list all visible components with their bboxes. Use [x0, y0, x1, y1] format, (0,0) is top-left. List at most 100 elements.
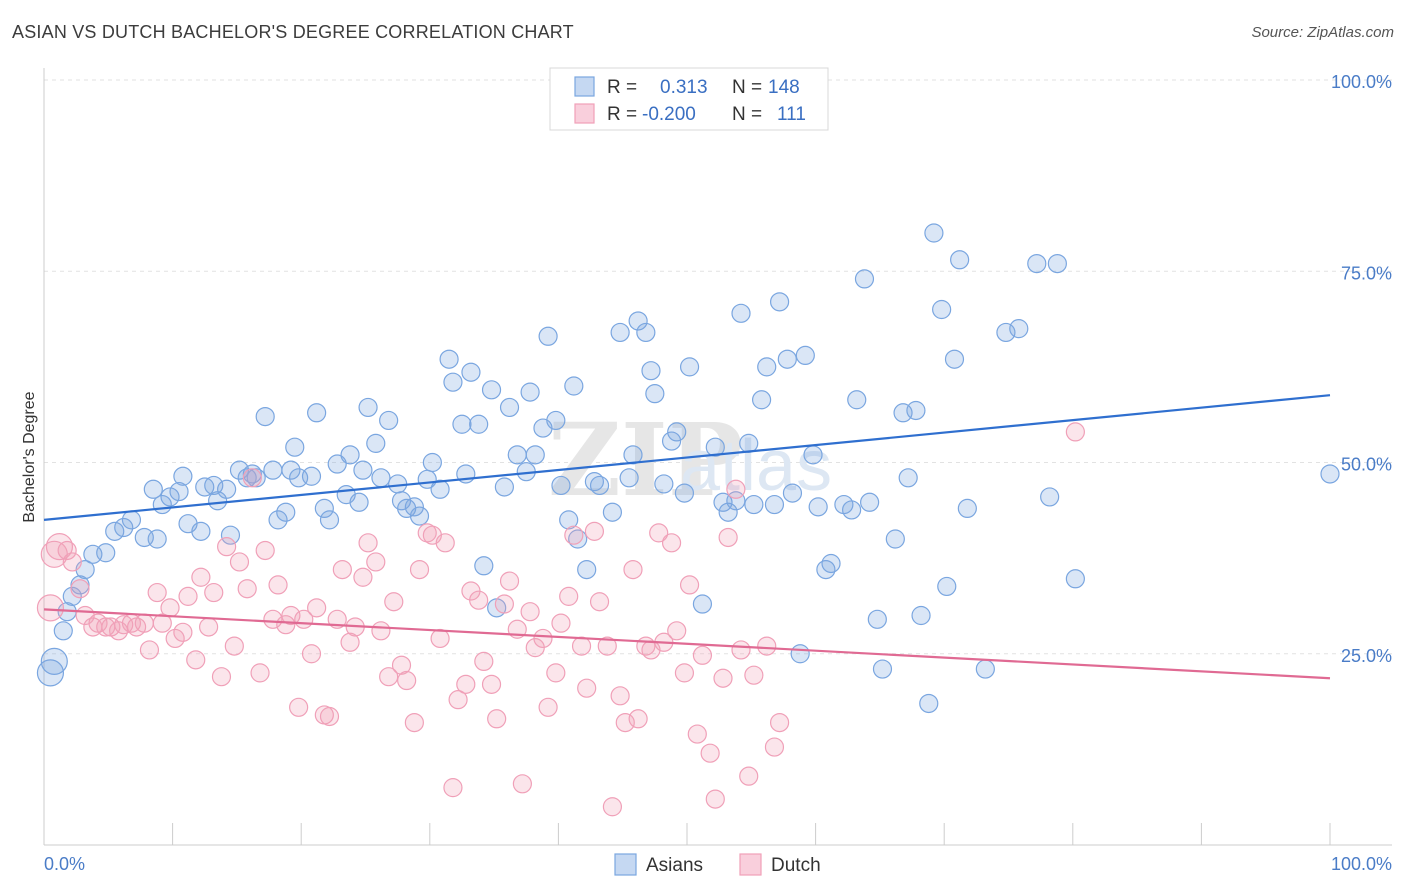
point-asians-136	[996, 322, 1016, 343]
point-asians-18	[173, 466, 193, 486]
point-asians-65	[481, 380, 502, 400]
point-dutch-46	[332, 559, 352, 580]
point-dutch-44	[319, 706, 340, 727]
point-asians-4	[62, 586, 82, 606]
point-asians-115	[821, 553, 841, 574]
point-asians-141	[1065, 569, 1085, 589]
point-asians-13	[147, 529, 167, 549]
point-asians-87	[628, 311, 648, 331]
point-dutch-30	[229, 552, 250, 572]
x-tick-labels: 0.0% 100.0%	[44, 854, 1392, 874]
point-asians-102	[739, 433, 759, 453]
trend-line-dutch	[43, 608, 1331, 680]
point-dutch-24	[191, 567, 211, 587]
point-dutch-38	[281, 605, 301, 626]
watermark: ZIP atlas	[548, 401, 832, 519]
point-asians-43	[340, 445, 360, 465]
point-asians-8	[96, 543, 116, 563]
point-asians-133	[950, 250, 970, 270]
point-asians-84	[610, 322, 630, 343]
point-asians-120	[860, 492, 880, 512]
point-dutch-110	[744, 665, 764, 685]
point-asians-31	[263, 460, 283, 480]
point-dutch-64	[448, 690, 468, 710]
point-dutch-95	[649, 523, 669, 543]
point-asians-68	[499, 397, 520, 418]
point-dutch-79	[546, 663, 566, 683]
point-dutch-25	[199, 617, 219, 637]
point-asians-112	[803, 445, 823, 465]
point-asians-114	[816, 559, 836, 580]
point-asians-59	[443, 372, 463, 392]
legend-r-value-dutch: -0.200	[642, 104, 696, 125]
point-dutch-77	[533, 628, 553, 649]
point-asians-49	[379, 410, 399, 431]
point-asians-110	[790, 644, 810, 664]
point-dutch-39	[289, 697, 309, 717]
point-dutch-5	[70, 579, 90, 599]
point-asians-103	[744, 494, 764, 515]
point-dutch-69	[481, 674, 502, 694]
point-dutch-105	[713, 668, 733, 688]
point-dutch-35	[263, 609, 283, 629]
point-dutch-102	[692, 645, 713, 665]
point-asians-62	[461, 362, 481, 382]
point-asians-0	[36, 659, 65, 687]
legend-r-label-asians: R =	[607, 77, 637, 98]
point-asians-16	[160, 487, 180, 507]
point-asians-85	[619, 468, 639, 488]
point-dutch-16	[139, 640, 160, 660]
correlation-legend: R = 0.313 N = 148 R = -0.200 N = 111	[549, 67, 829, 131]
point-dutch-21	[173, 622, 193, 642]
point-dutch-3	[57, 540, 77, 561]
point-asians-22	[204, 475, 224, 496]
point-asians-121	[867, 609, 887, 629]
point-dutch-85	[584, 521, 605, 541]
point-dutch-54	[384, 592, 404, 612]
point-dutch-82	[564, 525, 584, 545]
point-dutch-88	[602, 797, 623, 817]
point-asians-140	[1047, 254, 1067, 274]
point-dutch-63	[443, 778, 463, 798]
point-dutch-52	[371, 621, 391, 641]
point-dutch-61	[430, 628, 450, 649]
point-asians-119	[854, 269, 875, 289]
point-asians-54	[409, 506, 430, 526]
point-dutch-15	[134, 613, 154, 633]
point-dutch-58	[409, 559, 430, 580]
point-asians-24	[217, 479, 237, 499]
point-dutch-113	[769, 712, 790, 733]
point-asians-139	[1040, 487, 1060, 507]
point-dutch-89	[610, 686, 630, 706]
point-asians-123	[885, 529, 905, 549]
series-legend-swatch-asians	[614, 853, 637, 876]
point-asians-71	[520, 382, 540, 402]
point-asians-106	[764, 494, 785, 515]
point-dutch-37	[276, 615, 296, 635]
point-asians-64	[474, 556, 494, 576]
point-dutch-29	[224, 636, 244, 656]
legend-r-value-asians: 0.313	[660, 77, 708, 98]
point-dutch-4	[62, 552, 82, 572]
point-asians-47	[366, 433, 386, 453]
point-asians-2	[53, 621, 73, 641]
point-asians-135	[975, 659, 995, 679]
point-asians-58	[439, 349, 459, 369]
point-asians-38	[307, 403, 327, 423]
point-asians-1	[40, 647, 68, 676]
point-asians-118	[847, 390, 867, 410]
point-asians-34	[281, 460, 301, 480]
point-dutch-70	[487, 709, 507, 729]
y-tick-label-0: 25.0%	[1341, 646, 1392, 666]
legend-box	[549, 67, 829, 131]
series-legend: Asians Dutch	[614, 853, 821, 876]
point-asians-100	[726, 491, 746, 511]
point-asians-108	[777, 349, 797, 369]
series-legend-asians: Asians	[646, 855, 703, 876]
point-asians-91	[654, 474, 674, 494]
point-dutch-109	[739, 766, 759, 786]
point-dutch-53	[379, 667, 399, 687]
point-dutch-91	[623, 559, 643, 580]
point-asians-94	[674, 483, 695, 503]
point-asians-104	[751, 390, 772, 410]
